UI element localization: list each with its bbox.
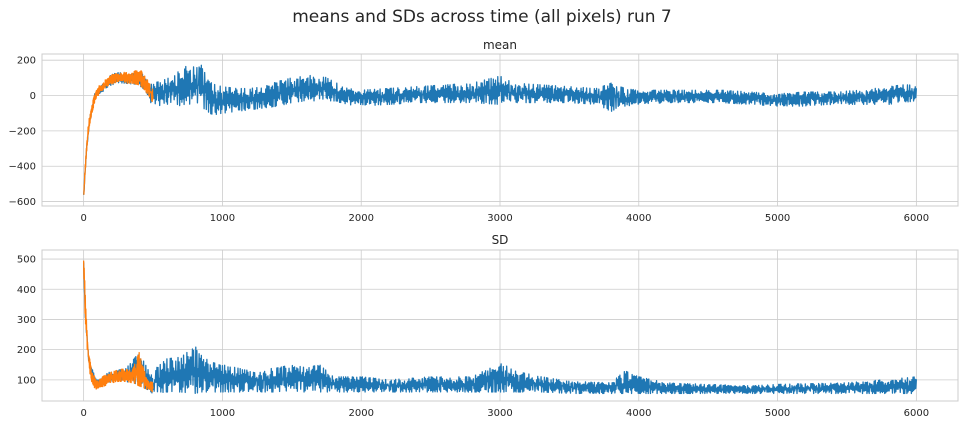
sd-series-1-line [82, 262, 918, 395]
mean-x-tick-label: 0 [80, 213, 86, 224]
mean-x-tick-label: 4000 [626, 213, 651, 224]
mean-y-tick-label: −200 [9, 126, 36, 137]
sd-panel: SD 0 1000 2000 3000 4000 5000 6000 100 200 300 400… [17, 233, 959, 419]
sd-series-2-line [82, 260, 154, 393]
sd-x-tick-label: 6000 [904, 408, 929, 419]
mean-x-tick-label: 5000 [765, 213, 790, 224]
sd-x-tick-label: 4000 [626, 408, 651, 419]
sd-x-tick-label: 0 [80, 408, 86, 419]
mean-x-tick-label: 3000 [487, 213, 512, 224]
mean-x-tick-label: 6000 [904, 213, 929, 224]
mean-axes: 0 1000 2000 3000 4000 5000 6000 −600 −400 −200 0 20… [9, 53, 959, 224]
sd-x-tick-label: 3000 [487, 408, 512, 419]
mean-plot-frame [41, 53, 959, 207]
sd-y-tick-label: 200 [17, 345, 36, 356]
sd-x-tick-label: 2000 [348, 408, 373, 419]
mean-x-tick-label: 2000 [348, 213, 373, 224]
mean-y-tick-label: −600 [9, 197, 36, 208]
mean-x-tick-label: 1000 [210, 213, 235, 224]
mean-panel: mean 0 1000 2000 3000 4000 5000 6000−600−400−2… [9, 38, 959, 224]
sd-panel-title: SD [492, 233, 509, 247]
mean-series-2-line [83, 70, 154, 195]
sd-plot-frame [41, 249, 959, 402]
sd-series [82, 260, 918, 395]
sd-y-tick-label: 400 [17, 285, 36, 296]
mean-panel-title: mean [483, 38, 517, 52]
sd-y-tick-label: 100 [17, 375, 36, 386]
mean-y-tick-label: −400 [9, 162, 36, 173]
figure-title: means and SDs across time (all pixels) r… [292, 7, 672, 27]
sd-x-tick-label: 5000 [765, 408, 790, 419]
sd-y-tick-label: 500 [17, 255, 36, 266]
mean-y-tick-label: 0 [30, 91, 36, 102]
sd-axes: 0 1000 2000 3000 4000 5000 6000 100 200 300 400 500 [17, 249, 959, 419]
mean-series-1-line [82, 64, 918, 195]
mean-y-tick-label: 200 [17, 56, 36, 67]
sd-y-tick-label: 300 [17, 315, 36, 326]
mean-series [82, 64, 918, 195]
sd-x-tick-label: 1000 [210, 408, 235, 419]
